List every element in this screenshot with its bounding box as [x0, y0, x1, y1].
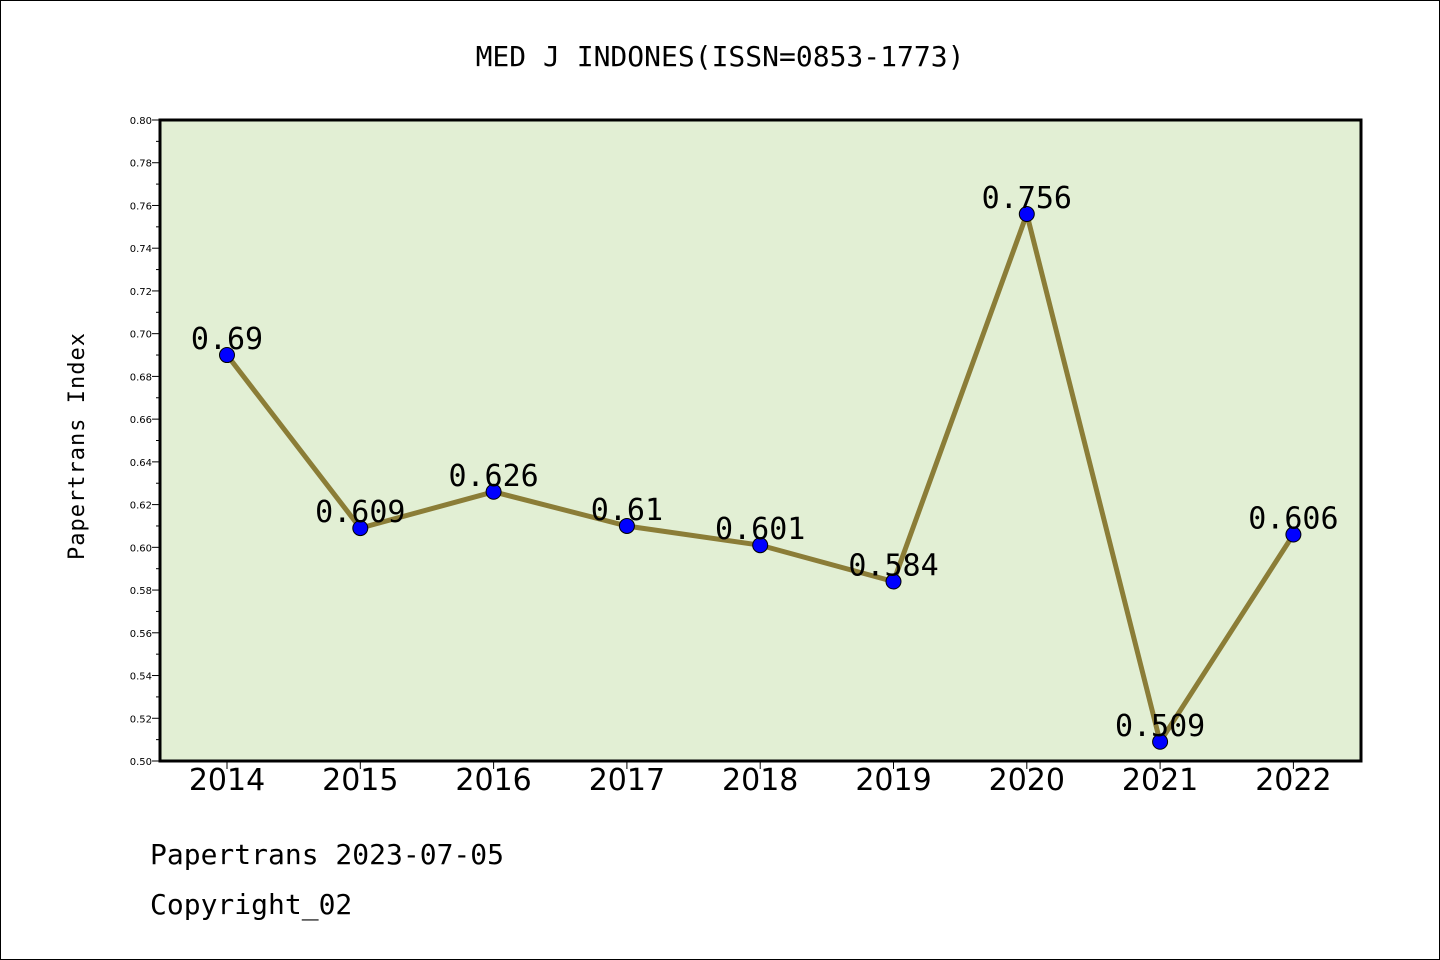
y-tick-label: 0.80: [130, 116, 152, 127]
x-tick-label: 2014: [189, 763, 265, 798]
data-point: [1152, 733, 1169, 750]
data-label: 0.606: [1248, 502, 1338, 537]
data-point: [752, 537, 769, 554]
chart-title: MED J INDONES(ISSN=0853-1773): [476, 40, 965, 73]
data-point: [618, 517, 635, 534]
data-label: 0.584: [848, 549, 938, 584]
data-point: [485, 483, 502, 500]
plot-area: [158, 118, 1363, 763]
data-point: [352, 520, 369, 537]
data-label: 0.601: [715, 512, 805, 547]
y-axis: 0.50 0.52 0.54 0.56 0.58 0.60 0.62 0.64 0.66 0.68…: [130, 116, 160, 768]
data-point: [1285, 526, 1302, 543]
y-tick-label: 0.72: [130, 287, 152, 298]
y-tick-label: 0.74: [130, 244, 152, 255]
x-tick-label: 2021: [1122, 763, 1198, 798]
y-tick-label: 0.78: [130, 159, 152, 170]
y-tick-label: 0.64: [130, 458, 152, 469]
data-point: [1018, 206, 1035, 223]
x-tick-label: 2019: [855, 763, 931, 798]
series-markers: [219, 206, 1302, 750]
x-tick-label: 2018: [722, 763, 798, 798]
data-label: 0.626: [448, 459, 538, 494]
y-tick-label: 0.76: [130, 201, 152, 212]
x-axis: 2014 2015 2016 2017 2018 2019 2020 2021 2022: [189, 761, 1332, 798]
y-tick-label: 0.54: [130, 672, 152, 683]
x-tick-label: 2017: [589, 763, 665, 798]
y-tick-label: 0.52: [130, 714, 152, 725]
y-tick-label: 0.62: [130, 501, 152, 512]
y-tick-label: 0.56: [130, 629, 152, 640]
data-label: 0.609: [315, 495, 405, 530]
y-tick-label: 0.50: [130, 757, 152, 768]
y-tick-label: 0.68: [130, 372, 152, 383]
y-tick-label: 0.66: [130, 415, 152, 426]
x-tick-label: 2020: [989, 763, 1065, 798]
data-label: 0.61: [591, 493, 663, 528]
data-labels: 0.69 0.609 0.626 0.61 0.601 0.584 0.756 0.509 0.…: [191, 181, 1339, 744]
y-tick-label: 0.58: [130, 586, 152, 597]
data-label: 0.756: [982, 181, 1072, 216]
y-tick-label: 0.60: [130, 543, 152, 554]
data-label: 0.69: [191, 322, 263, 357]
x-tick-label: 2016: [455, 763, 531, 798]
y-tick-label: 0.70: [130, 330, 152, 341]
data-point: [219, 347, 235, 364]
x-tick-label: 2015: [322, 763, 398, 798]
y-axis-label: Papertrans Index: [65, 332, 90, 560]
footer-copyright: Copyright_02: [150, 888, 352, 922]
data-label: 0.509: [1115, 709, 1205, 744]
x-tick-label: 2022: [1255, 763, 1331, 798]
footer-source: Papertrans 2023-07-05: [150, 838, 504, 871]
data-point: [885, 573, 902, 590]
